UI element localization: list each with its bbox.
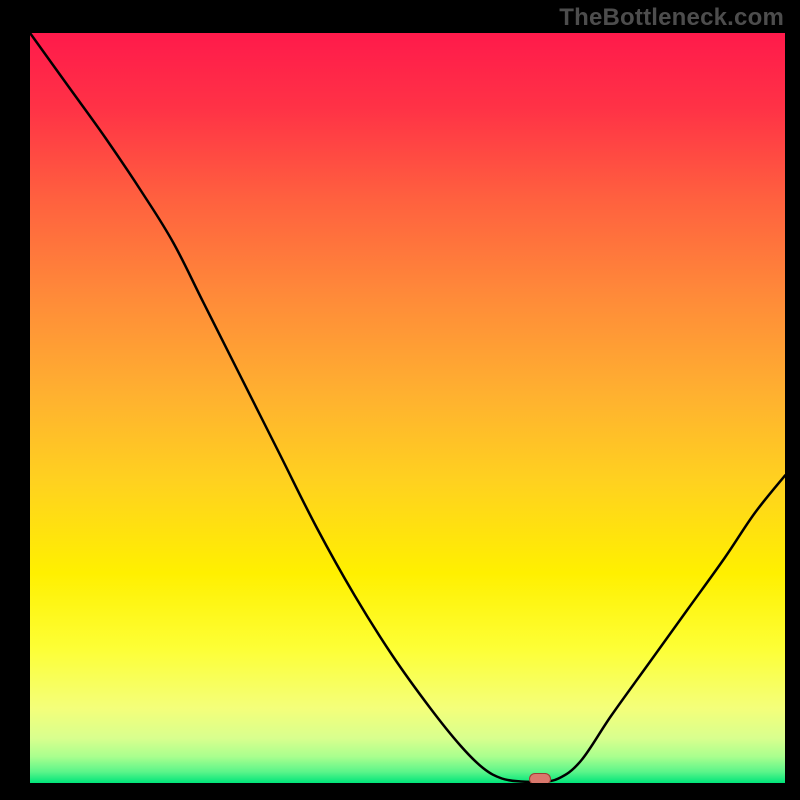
watermark-text: TheBottleneck.com xyxy=(559,4,784,32)
optimal-marker xyxy=(529,773,551,783)
chart-frame: TheBottleneck.com xyxy=(0,0,800,800)
plot-area xyxy=(30,33,785,783)
curve-path xyxy=(30,33,785,782)
bottleneck-curve xyxy=(30,33,785,783)
